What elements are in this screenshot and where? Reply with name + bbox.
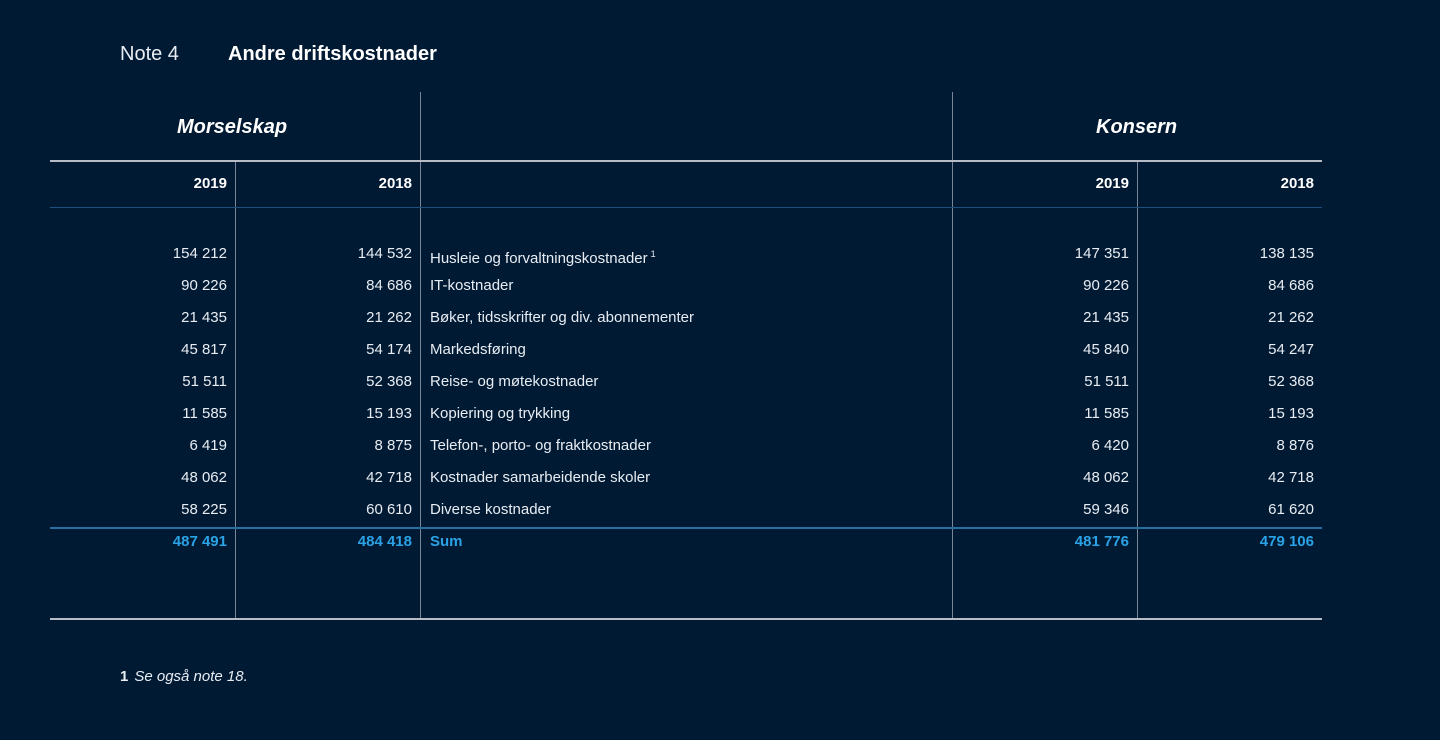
value-morselskap-2018: 42 718 [366, 469, 412, 486]
value-morselskap-2019: 154 212 [172, 245, 227, 262]
value-morselskap-2019: 6 419 [189, 437, 227, 454]
table-row: 21 435 21 262 Bøker, tidsskrifter og div… [50, 306, 1322, 330]
row-label: Diverse kostnader [430, 501, 551, 518]
sum-label: Sum [430, 533, 463, 550]
table-row: 51 511 52 368 Reise- og møtekostnader 51… [50, 370, 1322, 394]
sum-row: 487 491 484 418 Sum 481 776 479 106 [50, 530, 1322, 554]
value-morselskap-2019: 21 435 [181, 309, 227, 326]
value-konsern-2019: 21 435 [1083, 309, 1129, 326]
value-konsern-2019: 45 840 [1083, 341, 1129, 358]
table-row: 154 212 144 532 Husleie og forvaltningsk… [50, 242, 1322, 267]
value-konsern-2019: 59 346 [1083, 501, 1129, 518]
value-konsern-2018: 15 193 [1268, 405, 1314, 422]
value-konsern-2018: 42 718 [1268, 469, 1314, 486]
value-morselskap-2019: 48 062 [181, 469, 227, 486]
sum-rule [50, 527, 1322, 529]
table-row: 58 225 60 610 Diverse kostnader 59 346 6… [50, 498, 1322, 522]
table-row: 45 817 54 174 Markedsføring 45 840 54 24… [50, 338, 1322, 362]
row-label: Husleie og forvaltningskostnader 1 [430, 242, 950, 271]
bottom-rule [50, 618, 1322, 620]
value-konsern-2019: 6 420 [1091, 437, 1129, 454]
value-morselskap-2018: 52 368 [366, 373, 412, 390]
value-morselskap-2019: 58 225 [181, 501, 227, 518]
row-label: Markedsføring [430, 341, 526, 358]
value-morselskap-2018: 15 193 [366, 405, 412, 422]
value-morselskap-2018: 54 174 [366, 341, 412, 358]
value-morselskap-2019: 51 511 [182, 373, 227, 390]
divider-label-right [952, 92, 953, 619]
value-konsern-2019: 51 511 [1084, 373, 1129, 390]
row-label: Reise- og møtekostnader [430, 373, 599, 390]
divider-label-left [420, 92, 421, 619]
value-konsern-2018: 52 368 [1268, 373, 1314, 390]
note-number: Note 4 [120, 42, 179, 65]
row-label-text: Husleie og forvaltningskostnader [430, 250, 648, 267]
table-row: 48 062 42 718 Kostnader samarbeidende sk… [50, 466, 1322, 490]
divider-col-2018-left [235, 162, 236, 619]
table-row: 6 419 8 875 Telefon-, porto- og fraktkos… [50, 434, 1322, 458]
year-rule [50, 207, 1322, 208]
row-label: IT-kostnader [430, 277, 514, 294]
divider-col-2018-right [1137, 162, 1138, 619]
value-morselskap-2018: 8 875 [374, 437, 412, 454]
note-header: Note 4 Andre driftskostnader [120, 40, 437, 68]
year-morselskap-2018: 2018 [378, 175, 412, 192]
value-morselskap-2018: 84 686 [366, 277, 412, 294]
value-morselskap-2018: 21 262 [366, 309, 412, 326]
footnote-number: 1 [120, 668, 129, 685]
value-konsern-2019: 11 585 [1084, 405, 1129, 422]
value-konsern-2018: 8 876 [1276, 437, 1314, 454]
value-konsern-2018: 61 620 [1268, 501, 1314, 518]
table-row: 90 226 84 686 IT-kostnader 90 226 84 686 [50, 274, 1322, 298]
value-morselskap-2019: 90 226 [181, 277, 227, 294]
value-konsern-2018: 54 247 [1268, 341, 1314, 358]
group-title-konsern: Konsern [1096, 116, 1178, 138]
value-konsern-2019: 48 062 [1083, 469, 1129, 486]
year-konsern-2019: 2019 [1095, 175, 1129, 192]
value-morselskap-2019: 45 817 [181, 341, 227, 358]
row-label: Bøker, tidsskrifter og div. abonnementer [430, 309, 695, 326]
value-konsern-2019: 90 226 [1083, 277, 1129, 294]
value-konsern-2018: 21 262 [1268, 309, 1314, 326]
table-row: 11 585 15 193 Kopiering og trykking 11 5… [50, 402, 1322, 426]
note-title: Andre driftskostnader [228, 42, 437, 65]
group-title-morselskap: Morselskap [177, 116, 288, 138]
row-label: Kostnader samarbeidende skoler [430, 469, 651, 486]
header-rule [50, 160, 1322, 162]
sum-konsern-2018: 479 106 [1259, 533, 1314, 550]
sum-konsern-2019: 481 776 [1074, 533, 1129, 550]
value-morselskap-2018: 60 610 [366, 501, 412, 518]
year-konsern-2018: 2018 [1280, 175, 1314, 192]
footnote-ref: 1 [650, 249, 656, 259]
year-morselskap-2019: 2019 [193, 175, 227, 192]
footnote-text: Se også note 18. [134, 668, 248, 685]
value-morselskap-2018: 144 532 [357, 245, 412, 262]
value-konsern-2019: 147 351 [1074, 245, 1129, 262]
sum-morselskap-2018: 484 418 [357, 533, 412, 550]
footnote: 1 Se også note 18. [120, 668, 248, 685]
value-konsern-2018: 138 135 [1259, 245, 1314, 262]
value-konsern-2018: 84 686 [1268, 277, 1314, 294]
row-label: Kopiering og trykking [430, 405, 571, 422]
value-morselskap-2019: 11 585 [182, 405, 227, 422]
row-label: Telefon-, porto- og fraktkostnader [430, 437, 651, 454]
sum-morselskap-2019: 487 491 [172, 533, 227, 550]
cost-table: Morselskap Konsern 2019 2018 2019 2018 1… [50, 92, 1322, 620]
